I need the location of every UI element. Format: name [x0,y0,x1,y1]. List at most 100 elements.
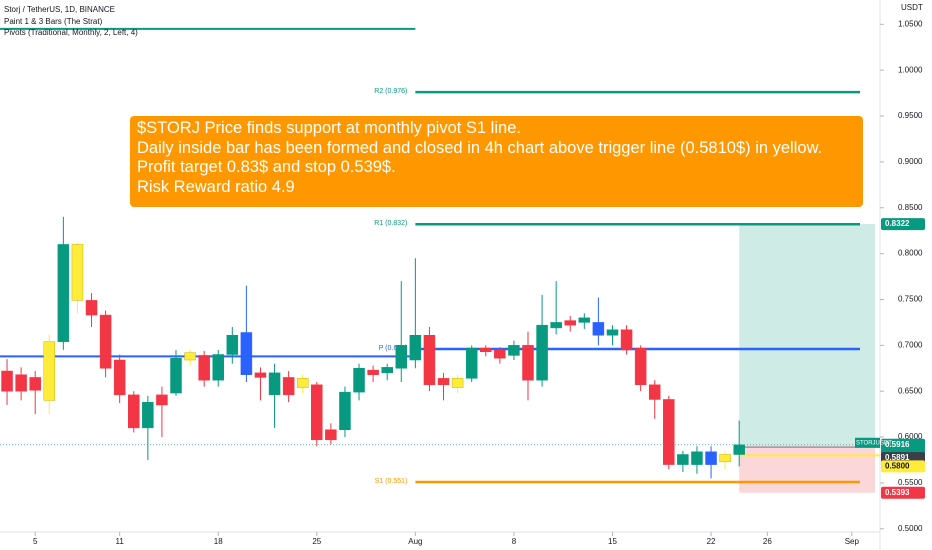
candle-body [367,369,379,375]
candle-body [494,349,506,359]
stop-label: 0.5393 [885,488,910,497]
candle-body [606,329,619,336]
y-tick-label: 0.9000 [898,157,923,166]
candle-body [395,345,408,369]
candle-body [142,401,154,429]
indicator: Paint 1 & 3 Bars (The Strat) [4,16,103,26]
candle-body [353,368,365,393]
x-tick-label: 11 [116,537,125,546]
y-tick-label: 1.0000 [898,65,923,74]
candle-body [43,341,56,401]
candle-body [29,377,41,391]
y-tick-label: 1.0500 [898,19,923,28]
candle-body [85,300,98,316]
annotation-line: Profit target 0.83$ and stop 0.539$. [137,158,396,176]
candle-body [15,374,27,392]
candle-body [423,335,436,386]
candle-body [663,399,675,465]
candle-body [1,370,13,392]
candle-body [465,347,478,379]
target-label-bg [881,218,925,231]
candle-body [578,317,591,323]
y-tick-label: 0.8000 [898,249,923,258]
annotation-line: Risk Reward ratio 4.9 [137,177,295,196]
candle-body [226,335,239,355]
target-label: 0.8322 [885,219,910,228]
symbol-title: Storj / TetherUS, 1D, BINANCE [4,5,115,14]
candle-body [113,359,126,396]
candle-body [592,322,605,336]
candle-body [620,329,633,351]
candle-body [550,322,562,329]
x-tick-label: 22 [707,537,716,546]
candle-body [564,320,576,326]
candle-body [212,354,224,381]
symbol-tag: STORJUSDT [856,440,892,446]
annotation-line: Daily inside bar has been formed and clo… [137,138,823,157]
y-unit: USDT [901,3,923,12]
candle-body [99,314,112,369]
candle-body [128,394,140,429]
candle-body [268,372,281,396]
candle-body [634,347,647,386]
x-tick-label: 8 [512,537,517,546]
y-tick-label: 0.7500 [898,295,923,304]
last-price-label: 0.5916 [885,440,910,449]
candle-body [71,244,84,301]
candle-body [480,347,492,353]
x-tick-label: 15 [608,537,617,546]
y-tick-label: 0.9500 [898,111,923,120]
candle-body [705,451,717,465]
y-tick-label: 0.6500 [898,386,923,395]
stop-zone [739,444,875,493]
symbol-tag-bg [855,437,880,448]
x-tick-label: 26 [763,537,772,546]
y-tick-label: 0.7000 [898,340,923,349]
candle-body [296,378,309,388]
candle-body [451,378,464,388]
candle-body [536,324,548,381]
candle-body [282,377,295,396]
candle-body [311,384,323,441]
candle-body [648,384,661,400]
last-price-label-bg [881,438,925,451]
candle-body [691,451,703,465]
x-tick-label: 5 [33,537,38,546]
candle-body [184,352,196,361]
y-tick-label: 0.6000 [898,432,923,441]
stop-label-bg [881,486,925,499]
pivot-label: S1 (0.551) [375,478,408,485]
y-tick-label: 0.5500 [898,478,923,487]
candle-body [339,391,351,430]
legend: Storj / TetherUS, 1D, BINANCE Paint 1 & … [4,4,138,39]
candle-body [57,244,70,342]
x-tick-label: 18 [214,537,223,546]
candle-body [156,394,168,406]
candle-body [733,444,745,455]
candle-body [719,454,731,463]
candle-body [381,367,393,374]
candle-body [325,429,337,441]
candle-body [240,332,253,375]
candle-body [437,378,450,386]
close-label: 0.5891 [885,453,910,462]
candle-body [508,345,520,356]
trigger-label-bg [881,460,925,473]
annotation-box: $STORJ Price finds support at monthly pi… [130,116,863,207]
candle-body [522,345,534,381]
y-tick-label: 0.8500 [898,203,923,212]
pivot-label: R1 (0.832) [374,220,407,227]
x-tick-label: Aug [408,537,422,546]
indicator: Pivots (Traditional, Monthly, 2, Left, 4… [4,28,138,37]
pivot-label: P (0.696) [379,345,408,352]
candle-body [198,355,210,381]
trigger-label: 0.5800 [885,462,910,471]
candle-body [409,335,422,361]
x-tick-label: Sep [845,537,860,546]
candle-body [677,454,689,465]
annotation-line: $STORJ Price finds support at monthly pi… [137,119,521,137]
pivot-label: R2 (0.976) [374,88,407,95]
y-tick-label: 0.5000 [898,524,923,533]
